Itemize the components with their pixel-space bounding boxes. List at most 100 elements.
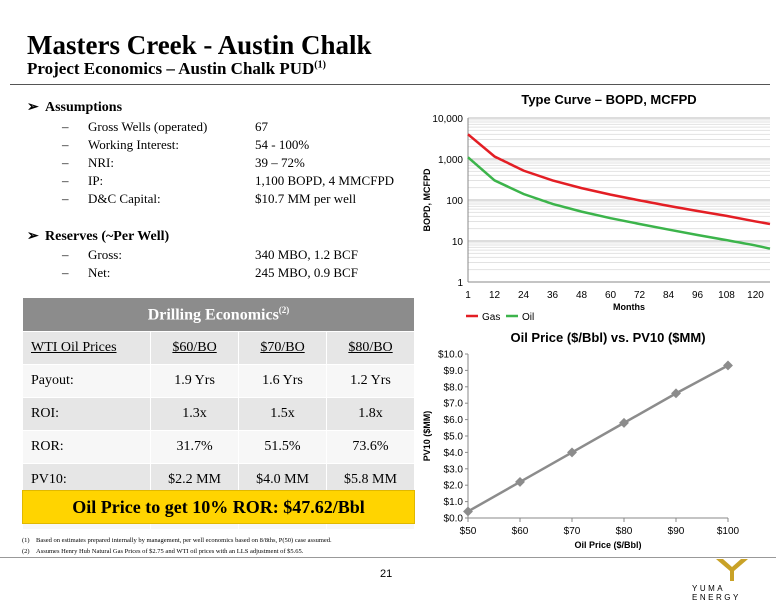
data-point-marker	[567, 447, 577, 458]
chart-title: Oil Price ($/Bbl) vs. PV10 ($MM)	[510, 330, 705, 345]
dash-bullet: –	[62, 155, 69, 170]
table-cell: 1.3x	[150, 397, 240, 431]
x-axis-label: Oil Price ($/Bbl)	[574, 540, 641, 550]
table-row: ROR: 31.7% 51.5% 73.6%	[21, 430, 415, 464]
footnote-number: (2)	[22, 548, 30, 555]
table-cell: 1.2 Yrs	[326, 364, 415, 398]
series-line-gas	[467, 133, 771, 226]
footnote-text: Assumes Henry Hub Natural Gas Prices of …	[36, 548, 304, 555]
footnote-text: Based on estimates prepared internally b…	[36, 537, 332, 544]
table-cell: $80/BO	[326, 331, 415, 365]
row-label: ROR:	[21, 430, 152, 464]
legend-label: Gas	[482, 312, 500, 323]
y-tick-label: $8.0	[444, 382, 464, 393]
subtitle-text: Project Economics – Austin Chalk PUD	[27, 59, 315, 78]
dash-bullet: –	[62, 173, 69, 188]
table-cell: 1.6 Yrs	[238, 364, 327, 398]
item-value: 245 MBO, 0.9 BCF	[255, 265, 358, 280]
data-point-marker	[515, 476, 525, 487]
y-tick-label: $5.0	[444, 432, 464, 443]
table-row: Payout: 1.9 Yrs 1.6 Yrs 1.2 Yrs	[21, 364, 415, 398]
y-tick-label: 10,000	[432, 114, 463, 125]
item-value: $10.7 MM per well	[255, 191, 357, 206]
x-tick-label: $90	[668, 526, 685, 537]
data-point-marker	[671, 388, 681, 399]
x-tick-label: 108	[718, 290, 735, 301]
item-label: D&C Capital:	[88, 191, 161, 206]
x-tick-label: $100	[717, 526, 740, 537]
item-label: Gross Wells (operated)	[88, 119, 208, 134]
item-label: NRI:	[88, 155, 114, 170]
y-tick-label: $0.0	[444, 514, 464, 525]
table-cell: 1.8x	[326, 397, 415, 431]
row-label: WTI Oil Prices	[21, 331, 152, 365]
x-tick-label: 96	[692, 290, 704, 301]
table-title: Drilling Economics(2)	[22, 297, 415, 332]
x-tick-label: 72	[634, 290, 646, 301]
item-value: 67	[255, 119, 268, 134]
y-tick-label: $2.0	[444, 481, 464, 492]
chart-title: Type Curve – BOPD, MCFPD	[521, 92, 696, 107]
x-tick-label: 24	[518, 290, 530, 301]
x-tick-label: 12	[489, 290, 501, 301]
legend-label: Oil	[522, 312, 534, 323]
pv10-series-line	[467, 364, 729, 513]
breakeven-callout: Oil Price to get 10% ROR: $47.62/Bbl	[22, 490, 415, 524]
x-tick-label: 120	[747, 290, 764, 301]
table-cell: 51.5%	[238, 430, 327, 464]
y-tick-label: $4.0	[444, 448, 464, 459]
x-axis-label: Months	[613, 302, 645, 312]
y-tick-label: 100	[446, 196, 463, 207]
item-value: 340 MBO, 1.2 BCF	[255, 247, 358, 262]
dash-bullet: –	[62, 247, 69, 262]
x-tick-label: 1	[465, 290, 471, 301]
dash-bullet: –	[62, 119, 69, 134]
data-point-marker	[463, 506, 473, 517]
y-tick-label: $1.0	[444, 497, 464, 508]
page-title: Masters Creek - Austin Chalk	[27, 30, 372, 60]
yuma-y-logo-icon	[716, 559, 748, 581]
table-cell: 31.7%	[150, 430, 240, 464]
item-label: Net:	[88, 265, 111, 280]
x-tick-label: $50	[460, 526, 477, 537]
table-cell: 1.5x	[238, 397, 327, 431]
table-cell: $70/BO	[238, 331, 327, 365]
company-logo-text: YUMA ENERGY	[692, 584, 741, 602]
item-value: 54 - 100%	[255, 137, 310, 152]
header-divider	[10, 84, 770, 85]
y-tick-label: $7.0	[444, 399, 464, 410]
arrow-bullet-icon: ➢	[27, 229, 39, 244]
item-value: 1,100 BOPD, 4 MMCFPD	[255, 173, 395, 188]
y-tick-label: 1	[457, 278, 463, 289]
x-tick-label: 48	[576, 290, 588, 301]
table-cell: 1.9 Yrs	[150, 364, 240, 398]
y-axis-label: PV10 ($MM)	[422, 411, 432, 462]
table-cell: 73.6%	[326, 430, 415, 464]
page-number: 21	[380, 568, 393, 580]
page-subtitle: Project Economics – Austin Chalk PUD(1)	[27, 59, 326, 79]
footnote-number: (1)	[22, 537, 30, 544]
dash-bullet: –	[62, 265, 69, 280]
dash-bullet: –	[62, 191, 69, 206]
data-point-marker	[619, 417, 629, 428]
y-tick-label: $10.0	[438, 350, 463, 361]
item-value: 39 – 72%	[255, 155, 305, 170]
reserves-heading: ➢ Reserves (~Per Well)	[27, 229, 170, 244]
table-row: WTI Oil Prices $60/BO $70/BO $80/BO	[21, 331, 415, 365]
item-label: Gross:	[88, 247, 122, 262]
series-line-oil	[467, 156, 771, 250]
row-label: Payout:	[21, 364, 152, 398]
footer-divider	[0, 557, 776, 558]
assumptions-heading: ➢ Assumptions	[27, 100, 123, 115]
type-curve-chart: Type Curve – BOPD, MCFPD 1 10 100 1,000 10,00…	[422, 92, 771, 323]
y-tick-label: $9.0	[444, 366, 464, 377]
x-tick-label: 84	[663, 290, 675, 301]
row-label: ROI:	[21, 397, 152, 431]
y-tick-label: 1,000	[438, 155, 463, 166]
y-axis-label: BOPD, MCFPD	[422, 168, 432, 232]
data-point-marker	[723, 360, 733, 371]
arrow-bullet-icon: ➢	[27, 100, 39, 115]
table-row: ROI: 1.3x 1.5x 1.8x	[21, 397, 415, 431]
y-tick-label: $3.0	[444, 464, 464, 475]
x-tick-label: 60	[605, 290, 617, 301]
